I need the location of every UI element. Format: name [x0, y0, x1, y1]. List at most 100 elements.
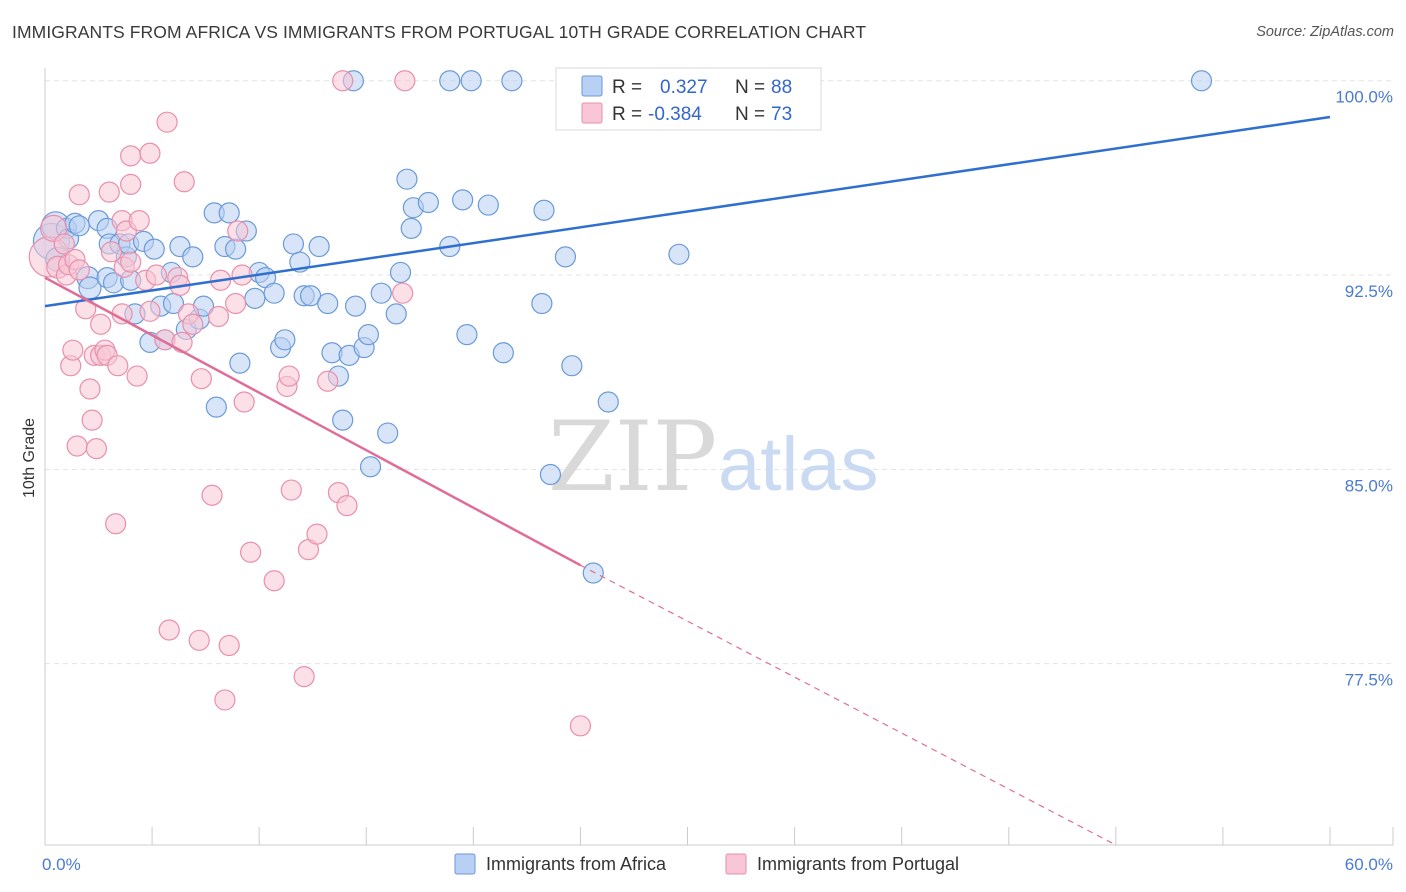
portugal-point: [392, 282, 414, 304]
africa-legend-swatch: [581, 75, 603, 97]
africa-point: [263, 282, 285, 304]
africa-r-value: 0.327: [660, 77, 708, 98]
watermark-atlas: atlas: [718, 422, 879, 507]
portugal-point: [306, 523, 328, 545]
portugal-point: [145, 264, 167, 286]
portugal-n-label: N =: [735, 104, 765, 125]
portugal-point: [139, 142, 161, 164]
portugal-point: [173, 171, 195, 193]
africa-point: [1190, 70, 1213, 92]
africa-r-label: R =: [612, 77, 642, 98]
africa-point: [539, 463, 562, 486]
portugal-point: [53, 233, 75, 255]
portugal-point: [66, 435, 88, 457]
x-tick-label-max: 60.0%: [1345, 855, 1393, 874]
portugal-point: [332, 70, 354, 92]
africa-point: [460, 70, 482, 92]
africa-point: [492, 342, 514, 364]
portugal-point: [68, 259, 90, 281]
stats-legend: R = 0.327 N = 88 R = -0.384 N = 73: [555, 67, 822, 131]
africa-point: [229, 352, 251, 374]
portugal-point: [569, 715, 592, 737]
africa-point: [244, 287, 266, 309]
africa-point: [282, 233, 305, 255]
africa-point: [456, 324, 478, 346]
portugal-point: [98, 181, 120, 203]
africa-point: [400, 217, 422, 239]
portugal-point: [85, 438, 108, 460]
portugal-point: [79, 378, 101, 400]
portugal-point: [263, 570, 285, 592]
portugal-point: [100, 241, 122, 263]
legend-portugal-swatch: [725, 853, 747, 875]
portugal-trendline: [44, 276, 582, 567]
portugal-point: [240, 541, 262, 563]
portugal-point: [233, 391, 255, 413]
portugal-point: [62, 339, 84, 361]
africa-point: [668, 243, 690, 265]
africa-point: [359, 456, 382, 478]
grid-layer: [45, 80, 1393, 665]
africa-point: [597, 391, 619, 413]
portugal-point: [190, 368, 212, 390]
africa-point: [531, 292, 553, 315]
africa-point: [477, 194, 499, 216]
portugal-r-label: R =: [612, 104, 642, 125]
y-tick-label: 100.0%: [1335, 88, 1393, 107]
africa-point: [417, 191, 439, 214]
africa-point: [561, 355, 583, 377]
portugal-point: [120, 173, 142, 195]
portugal-point: [105, 513, 127, 535]
africa-point: [218, 202, 240, 224]
y-axis-title: 10th Grade: [21, 418, 38, 498]
portugal-point: [126, 365, 148, 387]
trend-layer: [44, 115, 1331, 846]
africa-point: [370, 282, 392, 304]
portugal-point: [90, 313, 112, 335]
series-legend: Immigrants from Africa Immigrants from P…: [454, 853, 959, 875]
axes-layer: [44, 68, 1394, 846]
portugal-legend-swatch: [581, 102, 603, 124]
points-layer: [28, 70, 1213, 737]
legend-portugal-label: Immigrants from Portugal: [757, 854, 959, 874]
africa-point: [533, 199, 555, 221]
africa-point: [385, 303, 407, 325]
africa-point: [452, 189, 474, 211]
africa-point: [182, 246, 204, 268]
chart-title: IMMIGRANTS FROM AFRICA VS IMMIGRANTS FRO…: [12, 22, 867, 42]
africa-n-label: N =: [735, 77, 765, 98]
tick-label-layer: 77.5% 85.0% 92.5% 100.0% 0.0% 60.0%: [42, 88, 1393, 874]
portugal-point: [227, 220, 249, 242]
portugal-point: [158, 619, 180, 641]
portugal-point: [81, 409, 103, 431]
y-tick-label: 85.0%: [1345, 476, 1393, 495]
africa-point: [554, 246, 577, 268]
portugal-point: [188, 629, 210, 651]
africa-trendline: [44, 115, 1331, 308]
africa-point: [143, 238, 165, 260]
watermark: ZIP atlas: [548, 401, 879, 513]
africa-point: [439, 70, 461, 92]
portugal-point: [156, 111, 178, 133]
africa-point: [344, 295, 367, 317]
portugal-trendline-extension: [580, 564, 1117, 846]
africa-point: [68, 215, 90, 237]
portugal-point: [225, 292, 247, 315]
portugal-point: [280, 479, 302, 501]
portugal-point: [218, 634, 240, 657]
africa-point: [501, 70, 523, 92]
legend-africa-swatch: [454, 853, 476, 875]
portugal-point: [171, 331, 193, 353]
portugal-point: [139, 300, 161, 322]
portugal-point: [336, 495, 358, 517]
portugal-point: [120, 251, 142, 273]
africa-point: [308, 235, 330, 258]
portugal-point: [394, 70, 416, 92]
portugal-point: [317, 370, 339, 392]
africa-point: [225, 238, 247, 260]
x-tick-label-min: 0.0%: [42, 855, 81, 874]
africa-point: [357, 324, 379, 346]
africa-point: [317, 292, 339, 315]
africa-point: [582, 562, 604, 584]
